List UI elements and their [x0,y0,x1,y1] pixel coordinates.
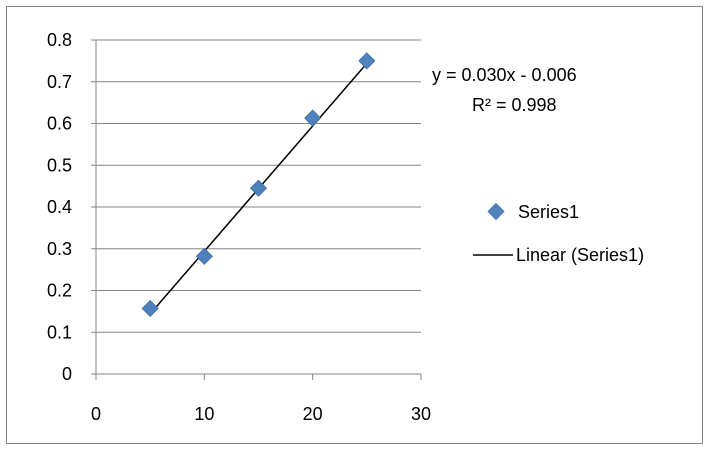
axes [91,39,422,380]
y-tick-label: 0.4 [47,197,72,217]
y-tick-label: 0.3 [47,239,72,259]
y-tick-label: 0.8 [47,30,72,50]
data-points [141,52,376,318]
trendline-r-squared: R² = 0.998 [472,95,557,115]
x-tick-label: 10 [194,404,214,424]
legend-trendline-label: Linear (Series1) [516,245,644,265]
data-point [304,109,322,127]
x-tick-label: 20 [303,404,323,424]
y-tick-label: 0.5 [47,155,72,175]
legend-series1-marker [487,202,505,221]
trendline-equation: y = 0.030x - 0.006 [432,65,577,85]
gridlines [96,39,421,333]
data-point [249,179,268,197]
data-point [358,52,376,70]
y-tick-label: 0.1 [47,322,72,342]
x-tick-label: 0 [91,404,101,424]
x-tick-label: 30 [411,404,431,424]
y-tick-label: 0.6 [47,114,72,134]
chart-area [6,6,703,444]
y-tick-label: 0.2 [47,281,72,301]
data-point [141,299,159,318]
y-tick-label: 0 [62,364,72,384]
data-point [195,247,213,265]
x-axis-tick-labels: 0 10 20 30 [91,404,431,424]
y-tick-label: 0.7 [47,72,72,92]
legend-series1-label: Series1 [518,202,579,222]
legend: Series1 Linear (Series1) [473,202,644,265]
y-axis-tick-labels: 0 0.1 0.2 0.3 0.4 0.5 0.6 0.7 0.8 [47,30,72,384]
